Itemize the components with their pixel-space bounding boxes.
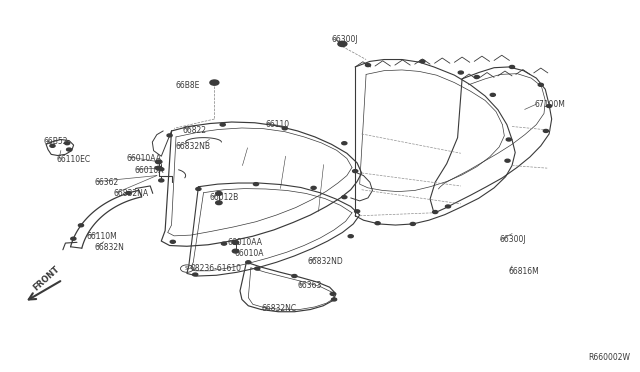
Circle shape <box>433 211 438 214</box>
Circle shape <box>220 123 225 126</box>
Text: 66010A: 66010A <box>235 249 264 258</box>
Circle shape <box>170 240 175 243</box>
Text: 66832N: 66832N <box>95 243 125 252</box>
Circle shape <box>65 142 70 145</box>
Circle shape <box>410 222 415 225</box>
Text: S: S <box>185 266 189 271</box>
Text: 66B8E: 66B8E <box>176 81 200 90</box>
Circle shape <box>538 83 543 86</box>
Circle shape <box>543 129 548 132</box>
Text: 66B52: 66B52 <box>44 137 68 146</box>
Text: 67100M: 67100M <box>534 100 565 109</box>
Circle shape <box>420 60 425 63</box>
Circle shape <box>474 76 479 78</box>
Text: 66110EC: 66110EC <box>56 155 90 164</box>
Circle shape <box>193 273 198 276</box>
Circle shape <box>156 166 162 170</box>
Circle shape <box>159 179 164 182</box>
Text: R660002W: R660002W <box>588 353 630 362</box>
Text: 66822: 66822 <box>182 126 206 135</box>
Circle shape <box>353 170 358 173</box>
Circle shape <box>332 298 337 301</box>
Text: 66362: 66362 <box>95 178 119 187</box>
Circle shape <box>221 242 227 245</box>
Text: 66010AA: 66010AA <box>227 238 262 247</box>
Circle shape <box>505 159 510 162</box>
Circle shape <box>216 201 222 205</box>
Circle shape <box>210 80 219 85</box>
Circle shape <box>79 224 84 227</box>
Circle shape <box>159 168 164 171</box>
Text: 66832NA: 66832NA <box>114 189 149 198</box>
Circle shape <box>232 249 239 253</box>
Circle shape <box>246 261 251 264</box>
Circle shape <box>196 187 201 190</box>
Circle shape <box>71 237 76 240</box>
Circle shape <box>355 210 360 213</box>
Text: 66300J: 66300J <box>332 35 358 44</box>
Circle shape <box>282 127 287 130</box>
Text: 66363: 66363 <box>298 281 322 290</box>
Circle shape <box>330 292 335 295</box>
Text: 66110: 66110 <box>266 120 290 129</box>
Text: 08236-61610: 08236-61610 <box>191 264 242 273</box>
Circle shape <box>509 65 515 68</box>
Circle shape <box>232 241 239 244</box>
Circle shape <box>167 134 172 137</box>
Text: 66010AA: 66010AA <box>127 154 162 163</box>
Text: 66110M: 66110M <box>86 232 117 241</box>
Text: 66012B: 66012B <box>210 193 239 202</box>
Circle shape <box>311 186 316 189</box>
Text: 66816M: 66816M <box>509 267 540 276</box>
Circle shape <box>490 93 495 96</box>
Text: 66010A: 66010A <box>134 166 164 174</box>
Circle shape <box>375 222 380 225</box>
Circle shape <box>547 105 552 108</box>
Circle shape <box>342 196 347 199</box>
Circle shape <box>365 64 371 67</box>
Circle shape <box>338 41 347 46</box>
Text: 66300J: 66300J <box>499 235 526 244</box>
Text: FRONT: FRONT <box>31 264 61 292</box>
Circle shape <box>50 144 55 147</box>
Text: 66832NB: 66832NB <box>176 142 211 151</box>
Circle shape <box>253 183 259 186</box>
Circle shape <box>216 192 222 195</box>
Circle shape <box>348 235 353 238</box>
Circle shape <box>342 142 347 145</box>
Circle shape <box>292 275 297 278</box>
Text: 66832ND: 66832ND <box>307 257 343 266</box>
Circle shape <box>445 205 451 208</box>
Circle shape <box>156 160 162 164</box>
Text: 66832NC: 66832NC <box>261 304 296 312</box>
Circle shape <box>126 192 131 195</box>
Circle shape <box>458 71 463 74</box>
Circle shape <box>255 267 260 270</box>
Circle shape <box>506 138 511 141</box>
Circle shape <box>67 148 72 151</box>
